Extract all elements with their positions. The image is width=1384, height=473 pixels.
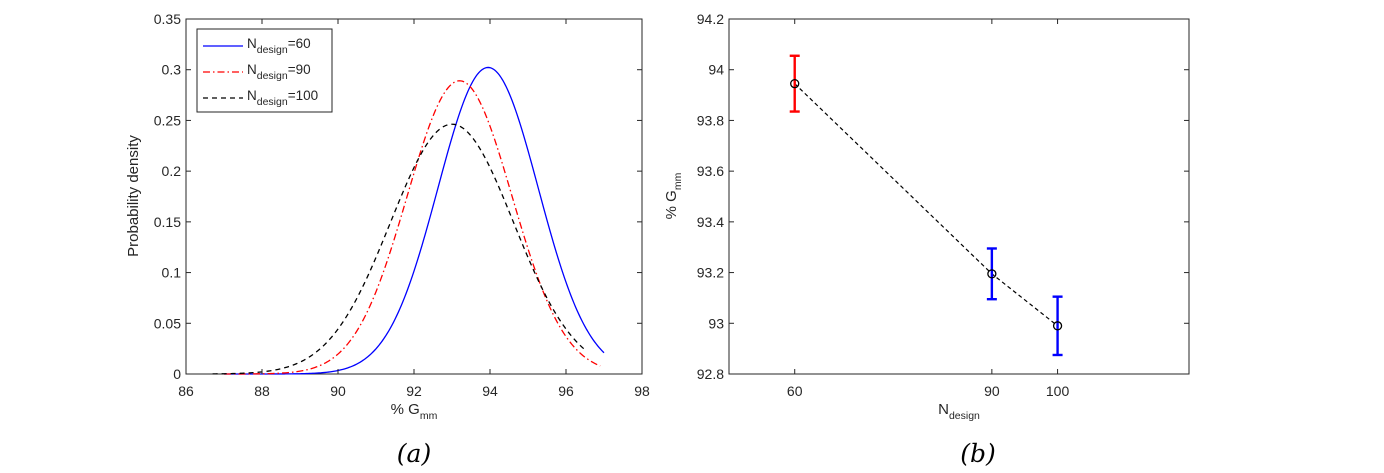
panel-b-x-tick-label: 100 — [1046, 383, 1070, 399]
panel-a-y-tick-label: 0.2 — [162, 163, 182, 179]
panel-a-chart: 86 88 90 92 94 96 98 0 0.05 0.1 0.15 0.2 0.25 0.3 0.35… — [125, 11, 650, 468]
panel-b-x-axis-label: Ndesign — [938, 401, 980, 422]
panel-a-y-tick-label: 0.3 — [162, 62, 182, 78]
panel-a-x-tick-label: 94 — [482, 383, 498, 399]
panel-b-y-tick-label: 92.8 — [697, 366, 724, 382]
panel-b-x-tick-label: 60 — [787, 383, 803, 399]
errorbar-point-60 — [789, 54, 800, 113]
panel-b-y-tick-label: 93 — [708, 315, 724, 331]
series-line-100 — [212, 123, 586, 375]
panel-b-y-tick-label: 93.6 — [697, 163, 724, 179]
series-line-60 — [224, 66, 605, 375]
panel-a-x-tick-label: 96 — [558, 383, 574, 399]
panel-b-y-tick-label: 94 — [708, 62, 724, 78]
panel-a-caption: (a) — [397, 439, 431, 468]
legend-box — [196, 28, 333, 113]
panel-a-legend: Ndesign=60 Ndesign=90 Ndesign=100 — [196, 28, 333, 113]
panel-a-y-tick-label: 0.1 — [162, 265, 182, 281]
series-line-90 — [224, 80, 601, 375]
panel-a-x-tick-label: 92 — [406, 383, 422, 399]
panel-a-y-tick-label: 0.25 — [154, 112, 181, 128]
panel-a-x-tick-label: 88 — [254, 383, 270, 399]
panel-a-x-tick-label: 90 — [330, 383, 346, 399]
panel-a-x-axis-label: % Gmm — [391, 401, 438, 422]
mean-marker — [1052, 321, 1063, 331]
panel-b-y-tick-label: 93.8 — [697, 112, 724, 128]
panel-a-y-tick-label: 0.15 — [154, 214, 181, 230]
panel-a-y-tick-label: 0.05 — [154, 315, 181, 331]
mean-marker — [987, 269, 997, 279]
legend-entry: Ndesign=60 — [247, 36, 311, 56]
panel-b-y-tick-label: 93.4 — [697, 214, 724, 230]
panel-a-y-tick-label: 0 — [173, 366, 181, 382]
errorbar-point-90 — [986, 247, 997, 301]
panel-b-plot-area — [728, 18, 1190, 375]
panel-b-y-tick-label: 93.2 — [697, 265, 724, 281]
legend-entry: Ndesign=90 — [247, 62, 311, 82]
panel-b-x-tick-label: 90 — [984, 383, 1000, 399]
panel-a-y-axis-label: Probability density — [125, 135, 142, 257]
panel-b-chart: 60 90 100 92.8 93 93.2 93.4 93.6 93.8 94 94.2 % Gm… — [663, 11, 1190, 468]
panel-a-x-tick-label: 98 — [634, 383, 650, 399]
panel-b-y-axis-label: % Gmm — [663, 172, 684, 219]
legend-entry: Ndesign=100 — [247, 88, 318, 108]
errorbar-point-100 — [1052, 295, 1063, 357]
panel-a-y-tick-label: 0.35 — [154, 11, 181, 27]
panel-a-x-tick-label: 86 — [178, 383, 194, 399]
mean-marker — [790, 79, 800, 89]
panel-b-caption: (b) — [960, 439, 996, 468]
panel-b-y-tick-label: 94.2 — [697, 11, 724, 27]
